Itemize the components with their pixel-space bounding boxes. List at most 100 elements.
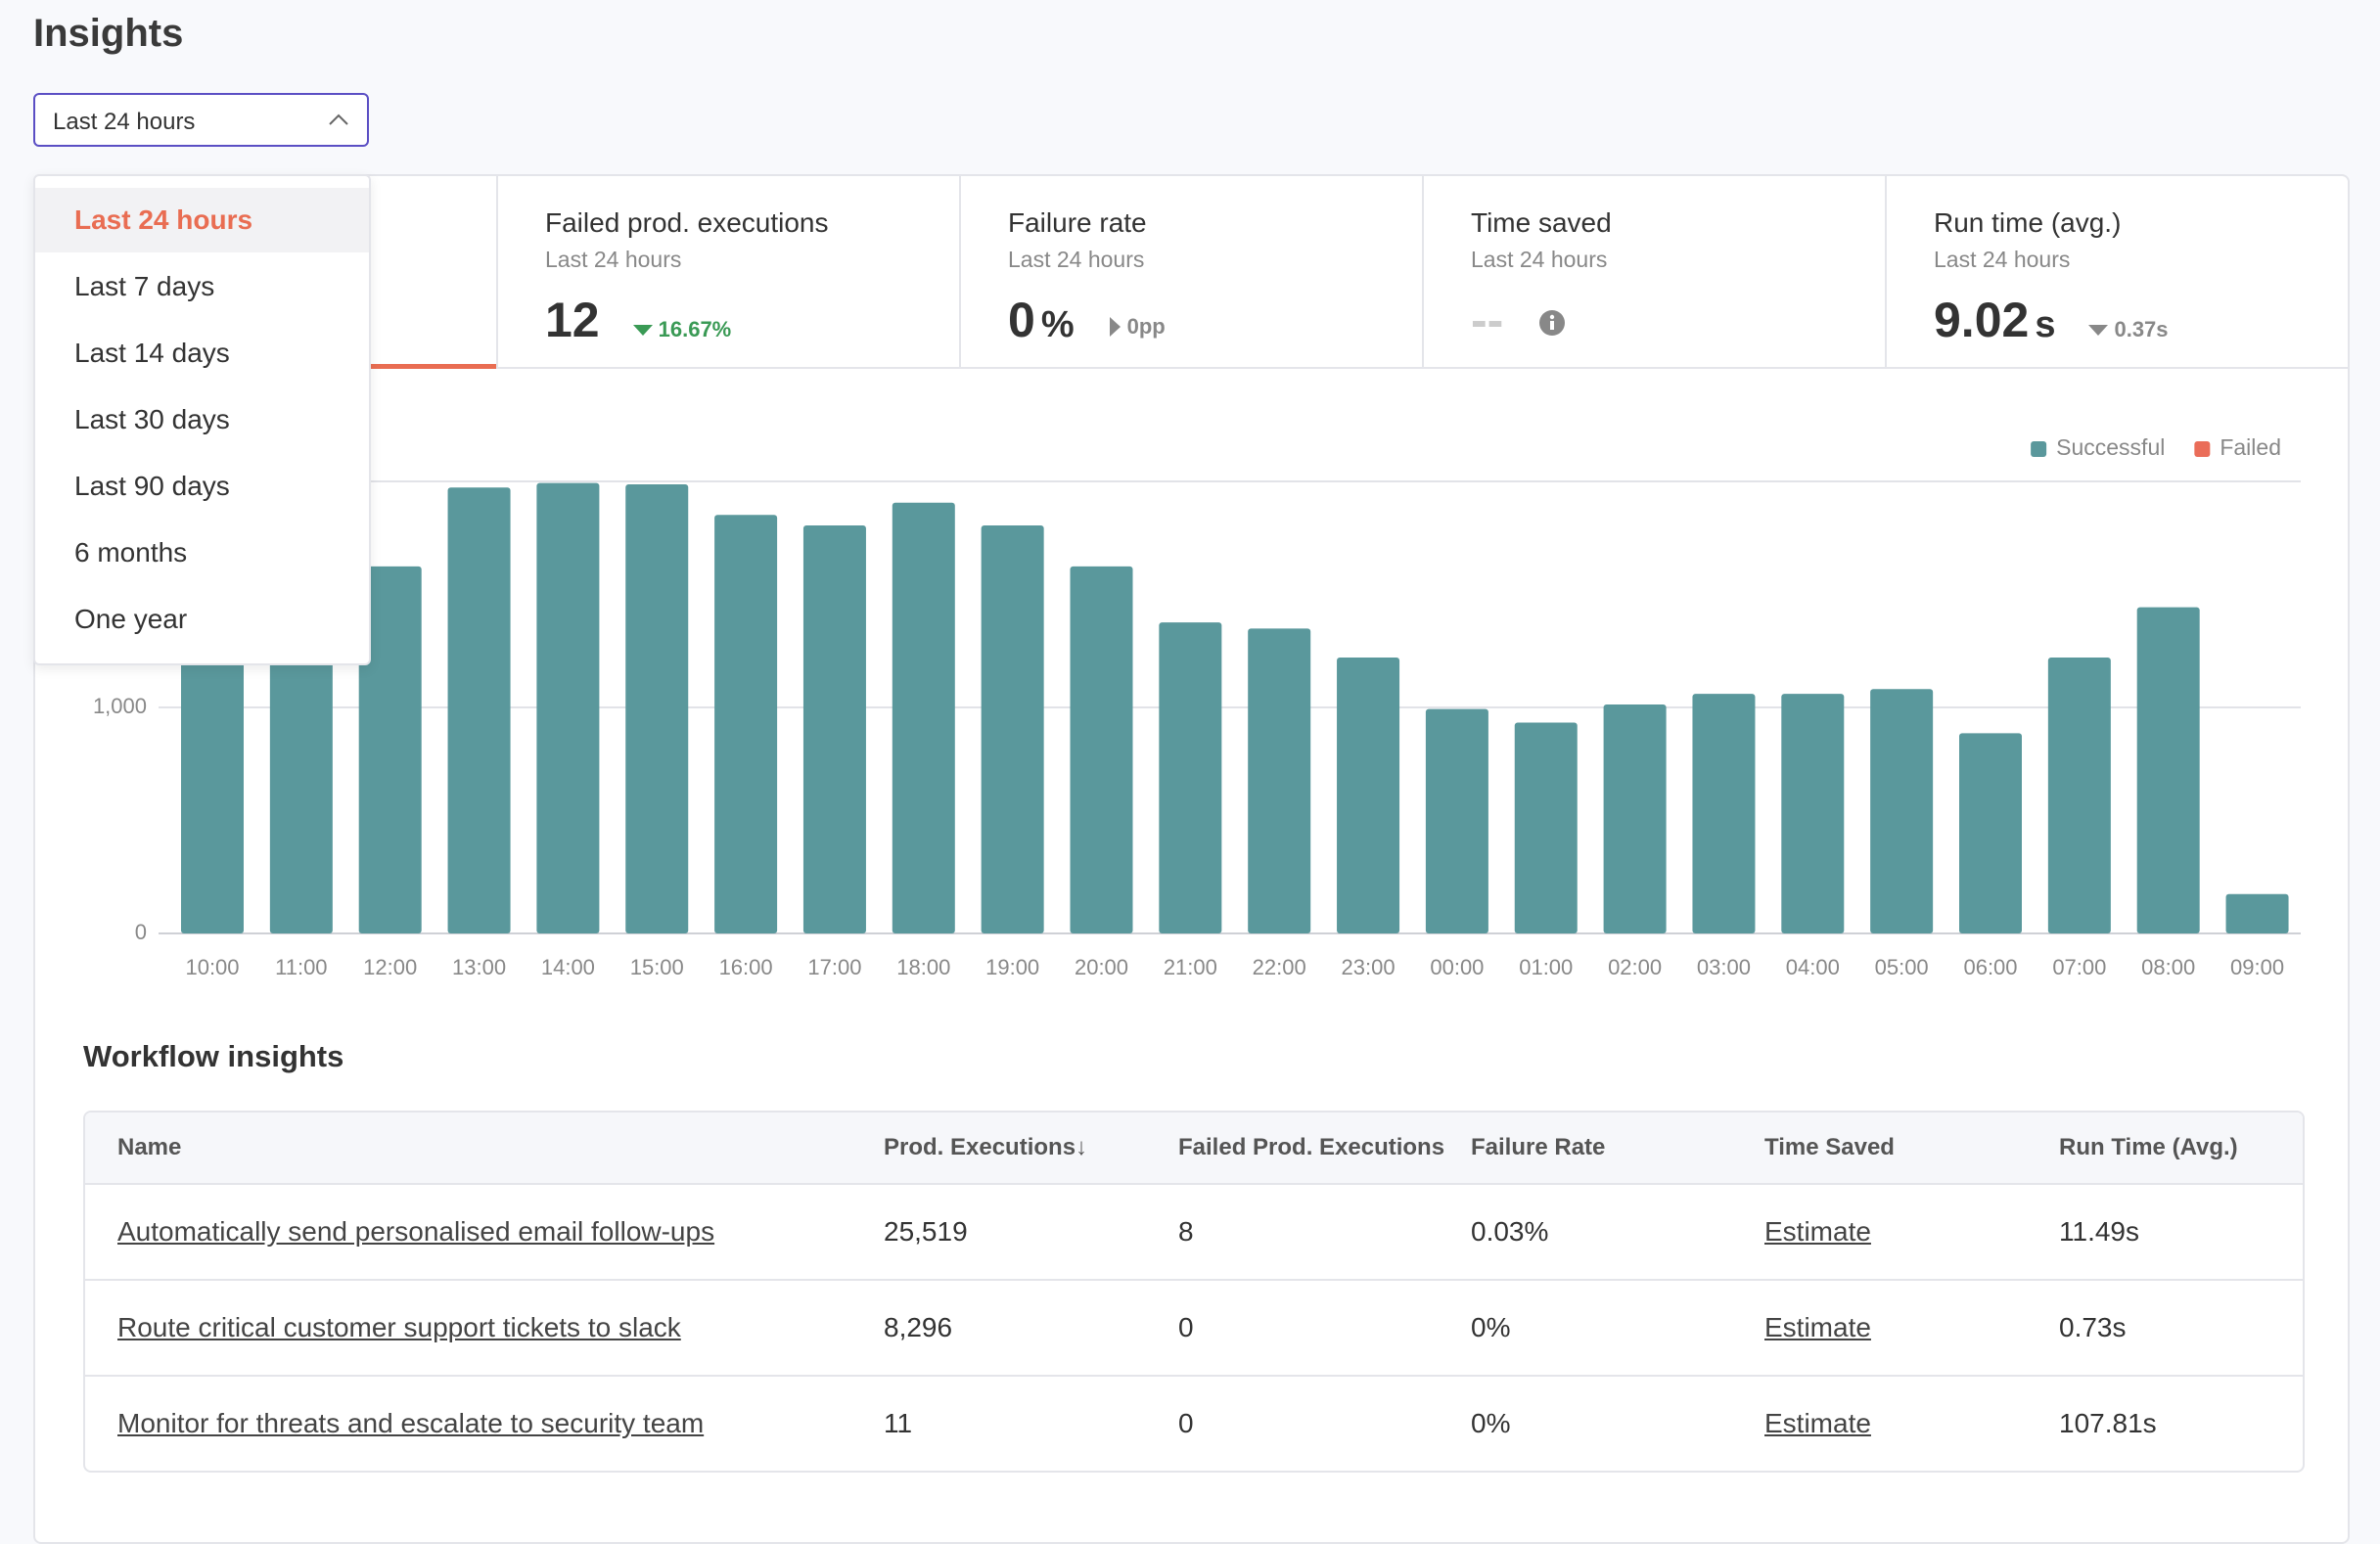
- x-tick-label: 04:00: [1786, 955, 1840, 979]
- bar: [2047, 657, 2111, 933]
- card-change: 0.37s: [2114, 317, 2169, 341]
- chart: 01,0002,00010:0011:0012:0013:0014:0015:0…: [93, 434, 2301, 979]
- dropdown-option[interactable]: Last 90 days: [35, 454, 369, 519]
- option-label: 6 months: [74, 537, 188, 568]
- bar: [1870, 689, 1934, 933]
- option-label: One year: [74, 604, 188, 634]
- link[interactable]: Automatically send personalised email fo…: [117, 1216, 715, 1247]
- x-tick-label: 17:00: [807, 955, 861, 979]
- link[interactable]: Estimate: [1764, 1312, 1871, 1342]
- card-change: 16.67%: [658, 317, 732, 341]
- x-tick-label: 08:00: [2141, 955, 2195, 979]
- x-tick-label: 19:00: [985, 955, 1039, 979]
- card-title: Failed prod. executions: [545, 207, 829, 238]
- card-unit: %: [1040, 304, 1075, 345]
- card-subtitle: Last 24 hours: [1008, 247, 1145, 272]
- x-tick-label: 07:00: [2052, 955, 2106, 979]
- bar: [1159, 622, 1222, 933]
- cell-text: 8,296: [884, 1312, 953, 1342]
- dropdown-option[interactable]: Last 7 days: [35, 254, 369, 319]
- card-value: 0: [1008, 293, 1035, 347]
- option-label: Last 14 days: [74, 338, 230, 368]
- card-title: Run time (avg.): [1934, 207, 2122, 238]
- date-select[interactable]: Last 24 hours: [33, 93, 369, 147]
- card-title: Time saved: [1471, 207, 1612, 238]
- option-label: Last 30 days: [74, 404, 230, 434]
- page-title: Insights: [33, 12, 184, 55]
- card-subtitle: Last 24 hours: [1934, 247, 2071, 272]
- bar: [2225, 893, 2289, 933]
- legend-swatch: [2031, 441, 2047, 457]
- x-tick-label: 10:00: [185, 955, 239, 979]
- bar: [269, 582, 333, 933]
- link[interactable]: Route critical customer support tickets …: [117, 1312, 681, 1342]
- dropdown-option[interactable]: Last 30 days: [35, 387, 369, 452]
- table-row[interactable]: Automatically send personalised email fo…: [85, 1183, 2303, 1279]
- cell-text: 0.73s: [2059, 1312, 2127, 1342]
- bar: [625, 484, 689, 933]
- card-value: 9.02: [1934, 293, 2030, 347]
- bar: [1781, 694, 1845, 933]
- triangle-down: [632, 325, 653, 336]
- bar: [802, 525, 866, 933]
- dropdown-option[interactable]: 6 months: [35, 521, 369, 585]
- card-subtitle: Last 24 hours: [1471, 247, 1608, 272]
- bar: [181, 594, 244, 933]
- cell-text: 0.03%: [1471, 1216, 1549, 1247]
- dropdown-menu: Last 24 hours Last 7 days Last 14 days Last…: [33, 174, 371, 665]
- card-value: --: [1471, 293, 1504, 347]
- cell-text: 0: [1178, 1408, 1194, 1438]
- cell-text: 11: [884, 1408, 913, 1438]
- chevron-up: [329, 114, 348, 125]
- bar: [1514, 722, 1578, 933]
- column-header: Failure Rate: [1471, 1134, 1606, 1160]
- x-tick-label: 12:00: [363, 955, 417, 979]
- x-tick-label: 14:00: [541, 955, 595, 979]
- cell-text: 8: [1178, 1216, 1194, 1247]
- bar: [714, 515, 778, 933]
- section-title: Workflow insights: [83, 1039, 344, 1073]
- info-icon[interactable]: [1538, 309, 1566, 337]
- x-tick-label: 22:00: [1253, 955, 1306, 979]
- card-value: 12: [545, 293, 600, 347]
- card[interactable]: Run time (avg.) Last 24 hours 9.02 s 0.37…: [1887, 176, 2348, 369]
- card-change: 0pp: [1126, 314, 1166, 339]
- x-tick-label: 16:00: [719, 955, 773, 979]
- bar: [981, 525, 1044, 933]
- table-row[interactable]: Route critical customer support tickets …: [85, 1279, 2303, 1375]
- bar: [1337, 657, 1400, 933]
- dropdown-option[interactable]: Last 24 hours: [35, 188, 369, 252]
- card[interactable]: Failed prod. executions Last 24 hours 12…: [498, 176, 961, 369]
- card[interactable]: Time saved Last 24 hours --: [1424, 176, 1887, 369]
- table-row[interactable]: Monitor for threats and escalate to secu…: [85, 1375, 2303, 1471]
- date-select-value: Last 24 hours: [53, 109, 196, 135]
- x-tick-label: 11:00: [275, 955, 327, 979]
- cell-text: 11.49s: [2059, 1216, 2139, 1247]
- link[interactable]: Estimate: [1764, 1408, 1871, 1438]
- bar: [536, 482, 600, 933]
- bar: [1603, 704, 1667, 933]
- legend-label: Successful: [2056, 434, 2165, 460]
- x-tick-label: 18:00: [896, 955, 950, 979]
- cell-text: 0%: [1471, 1408, 1511, 1438]
- dropdown-option[interactable]: Last 14 days: [35, 321, 369, 386]
- bar: [1070, 566, 1133, 933]
- cell-text: 107.81s: [2059, 1408, 2157, 1438]
- column-header[interactable]: Prod. Executions↓: [884, 1134, 1088, 1160]
- option-label: Last 24 hours: [74, 204, 253, 235]
- card-subtitle: Last 24 hours: [545, 247, 682, 272]
- option-label: Last 90 days: [74, 471, 230, 501]
- card-title: Failure rate: [1008, 207, 1147, 238]
- x-tick-label: 09:00: [2230, 955, 2284, 979]
- x-tick-label: 06:00: [1963, 955, 2017, 979]
- card[interactable]: Failure rate Last 24 hours 0% 0pp: [961, 176, 1424, 369]
- legend-label: Failed: [2220, 434, 2281, 460]
- bar: [1959, 733, 2022, 933]
- link[interactable]: Monitor for threats and escalate to secu…: [117, 1408, 705, 1438]
- dropdown-option[interactable]: One year: [35, 587, 369, 652]
- link[interactable]: Estimate: [1764, 1216, 1871, 1247]
- column-header: Name: [117, 1134, 182, 1160]
- column-header: Run Time (Avg.): [2059, 1134, 2238, 1160]
- x-tick-label: 05:00: [1875, 955, 1929, 979]
- card-unit: s: [2035, 304, 2056, 345]
